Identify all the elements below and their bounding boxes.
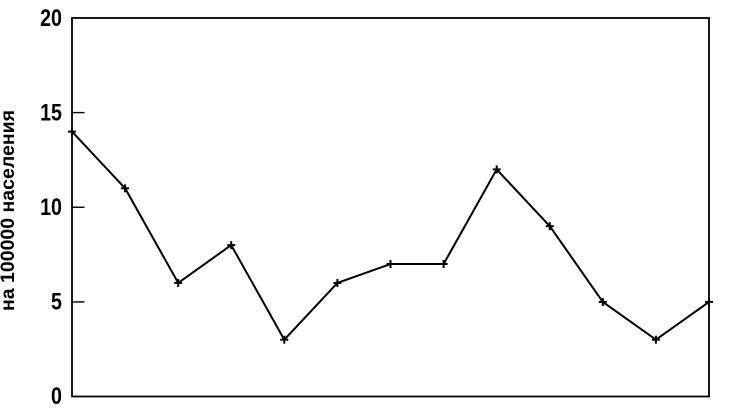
svg-text:на 100000 населения: на 100000 населения [0, 110, 19, 311]
svg-text:20: 20 [40, 4, 62, 31]
svg-text:5: 5 [51, 288, 62, 315]
svg-text:15: 15 [40, 99, 62, 126]
svg-text:10: 10 [40, 193, 62, 220]
svg-text:0: 0 [51, 382, 62, 409]
